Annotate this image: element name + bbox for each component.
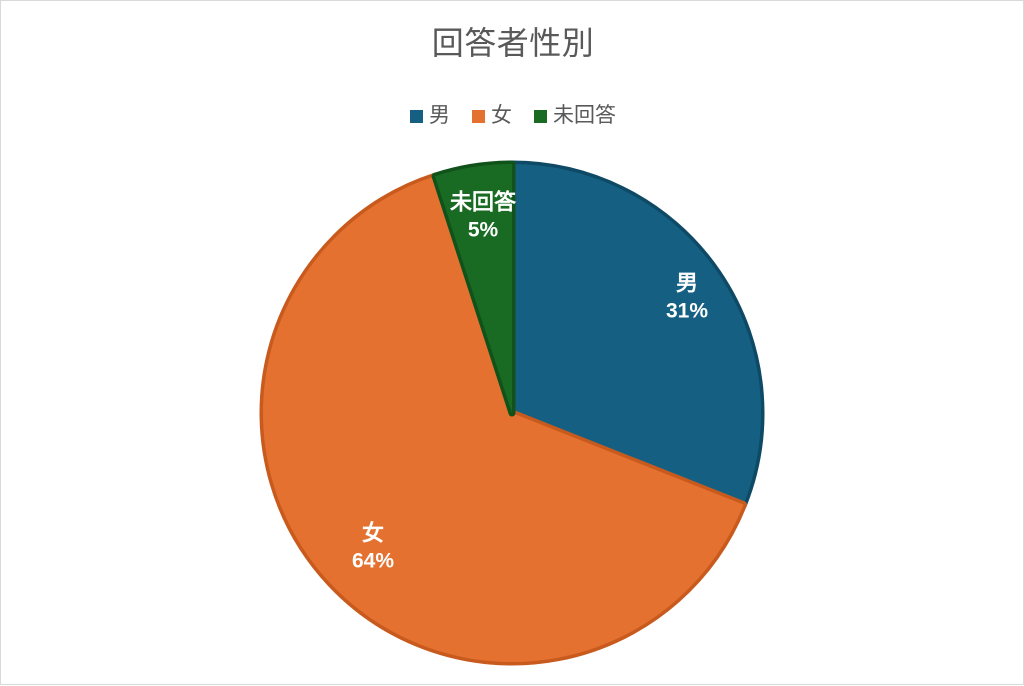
legend-label-female: 女 <box>491 104 512 127</box>
legend-swatch-female-icon <box>472 109 485 123</box>
chart-title: 回答者性別 <box>431 25 595 61</box>
legend-label-male: 男 <box>429 104 450 127</box>
legend-swatch-no-answer-icon <box>534 109 547 123</box>
pie-slice-fill-男 <box>512 164 761 505</box>
legend-item-male[interactable]: 男 <box>410 104 450 128</box>
legend-label-no-answer: 未回答 <box>553 104 616 127</box>
pie-slice-fill-未回答 <box>435 164 512 413</box>
chart-legend: 男 女 未回答 <box>1 101 1024 131</box>
pie-slice-group <box>259 160 765 666</box>
legend-item-no-answer[interactable]: 未回答 <box>534 104 616 128</box>
legend-item-female[interactable]: 女 <box>472 104 512 128</box>
legend-swatch-male-icon <box>410 109 423 123</box>
pie-slice-fill-女 <box>262 176 744 663</box>
